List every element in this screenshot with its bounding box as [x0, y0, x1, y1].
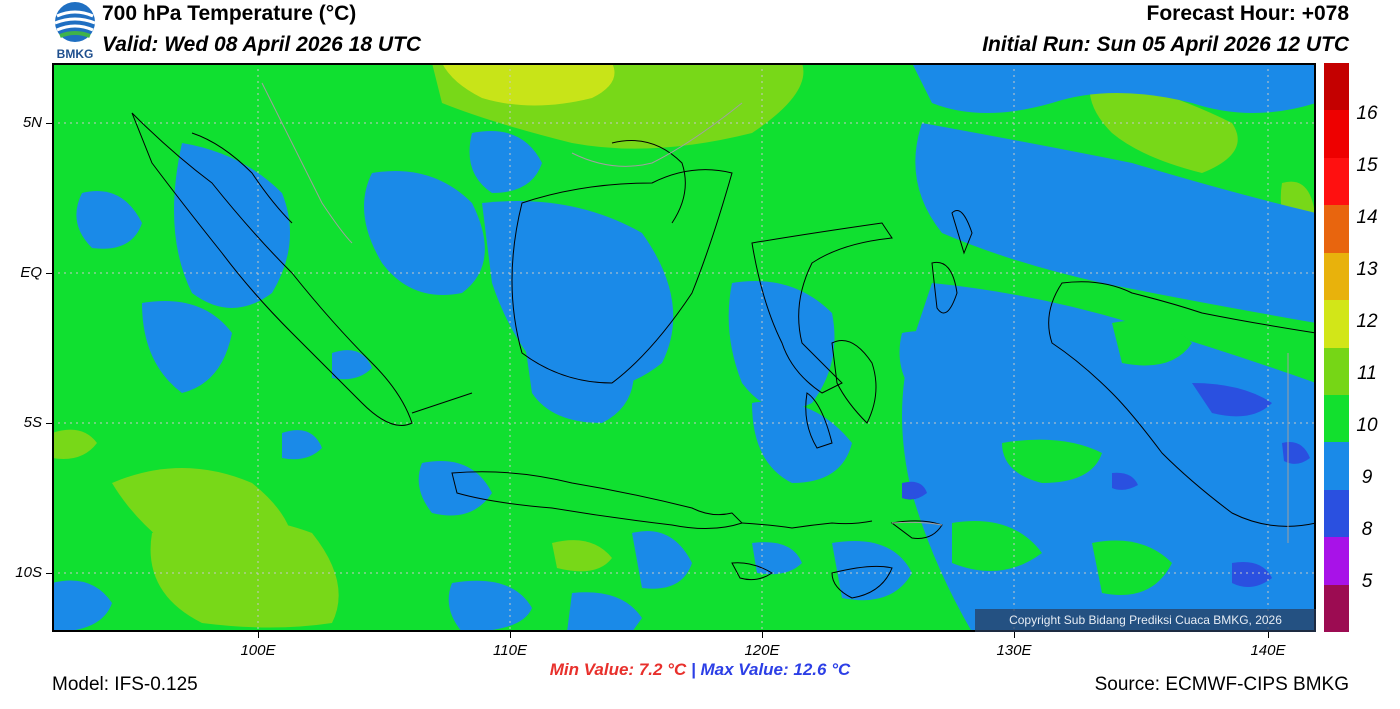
colorbar-segment — [1324, 300, 1349, 348]
cool-region — [52, 63, 1316, 632]
model-name: Model: IFS-0.125 — [52, 674, 198, 695]
lon-label: 130E — [996, 642, 1032, 659]
colorbar-segment — [1324, 205, 1349, 254]
forecast-hour: Forecast Hour: +078 — [1146, 2, 1350, 25]
colorbar-segment — [1324, 63, 1349, 111]
lat-tick — [46, 123, 52, 124]
colorbar — [1324, 63, 1349, 633]
colorbar-segment — [1324, 442, 1349, 491]
lon-tick — [510, 632, 511, 638]
lon-tick — [762, 632, 763, 638]
gridlines — [52, 63, 1316, 632]
colorbar-label: 9 — [1361, 467, 1373, 488]
colorbar-segment — [1324, 489, 1349, 538]
lon-tick — [258, 632, 259, 638]
cold-region — [902, 383, 1310, 587]
min-value: Min Value: 7.2 °C — [549, 660, 687, 679]
colorbar-segment — [1324, 157, 1349, 206]
temperature-map — [52, 63, 1316, 632]
temperature-field — [52, 63, 1316, 632]
valid-time: Valid: Wed 08 April 2026 18 UTC — [102, 33, 421, 56]
colorbar-segment — [1324, 394, 1349, 443]
colorbar-label: 15 — [1356, 155, 1378, 176]
min-max-values: Min Value: 7.2 °C | Max Value: 12.6 °C — [0, 660, 1400, 680]
colorbar-label: 14 — [1356, 207, 1378, 228]
lat-label: 5N — [22, 114, 42, 131]
max-value: Max Value: 12.6 °C — [700, 660, 851, 679]
value-separator: | — [690, 660, 696, 679]
bmkg-logo: BMKG — [50, 0, 100, 62]
colorbar-segment — [1324, 252, 1349, 301]
lat-label: EQ — [20, 264, 42, 281]
lon-label: 100E — [240, 642, 276, 659]
colorbar-label: 10 — [1356, 415, 1378, 436]
lon-tick — [1014, 632, 1015, 638]
colorbar-label: 16 — [1356, 103, 1378, 124]
colorbar-label: 5 — [1361, 571, 1373, 592]
colorbar-label: 11 — [1357, 363, 1377, 384]
data-source: Source: ECMWF-CIPS BMKG — [1094, 674, 1349, 695]
colorbar-segment — [1324, 110, 1349, 159]
lon-label: 110E — [493, 642, 527, 659]
lon-tick — [1268, 632, 1269, 638]
lon-label: 140E — [1250, 642, 1286, 659]
svg-text:BMKG: BMKG — [57, 47, 94, 61]
colorbar-label: 13 — [1356, 259, 1378, 280]
colorbar-label: 12 — [1356, 311, 1378, 332]
warm-patches-ocean — [952, 320, 1192, 595]
lat-tick — [46, 273, 52, 274]
lat-tick — [46, 423, 52, 424]
borders — [261, 82, 1289, 543]
colorbar-label: 8 — [1361, 519, 1373, 540]
colorbar-segment — [1324, 584, 1349, 633]
lat-label: 5S — [23, 414, 42, 431]
lon-label: 120E — [744, 642, 780, 659]
map-title: 700 hPa Temperature (°C) — [102, 2, 357, 25]
colorbar-segment — [1324, 537, 1349, 586]
initial-run: Initial Run: Sun 05 April 2026 12 UTC — [982, 33, 1349, 56]
colorbar-segment — [1324, 347, 1349, 396]
lat-label: 10S — [15, 564, 42, 581]
copyright-note: Copyright Sub Bidang Prediksi Cuaca BMKG… — [975, 609, 1316, 632]
lat-tick — [46, 573, 52, 574]
